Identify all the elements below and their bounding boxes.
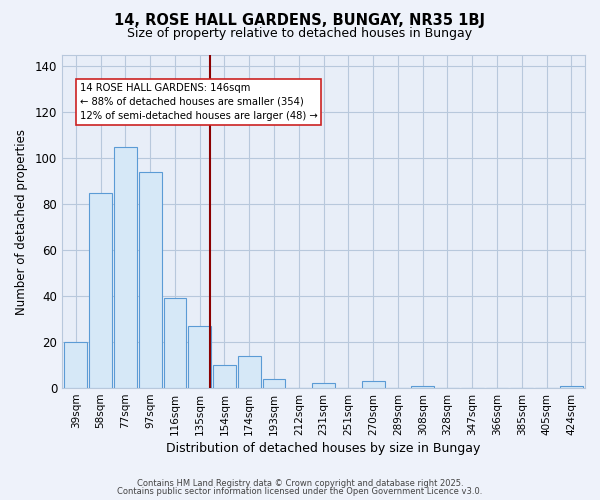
X-axis label: Distribution of detached houses by size in Bungay: Distribution of detached houses by size …	[166, 442, 481, 455]
Bar	[560, 386, 583, 388]
Text: 14, ROSE HALL GARDENS, BUNGAY, NR35 1BJ: 14, ROSE HALL GARDENS, BUNGAY, NR35 1BJ	[115, 12, 485, 28]
Bar	[89, 193, 112, 388]
Bar	[213, 365, 236, 388]
Bar	[139, 172, 161, 388]
Text: 14 ROSE HALL GARDENS: 146sqm
← 88% of detached houses are smaller (354)
12% of s: 14 ROSE HALL GARDENS: 146sqm ← 88% of de…	[80, 82, 317, 120]
Bar	[164, 298, 187, 388]
Bar	[412, 386, 434, 388]
Bar	[188, 326, 211, 388]
Bar	[362, 381, 385, 388]
Bar	[64, 342, 87, 388]
Text: Size of property relative to detached houses in Bungay: Size of property relative to detached ho…	[127, 28, 473, 40]
Bar	[263, 379, 286, 388]
Text: Contains HM Land Registry data © Crown copyright and database right 2025.: Contains HM Land Registry data © Crown c…	[137, 478, 463, 488]
Bar	[238, 356, 260, 388]
Bar	[114, 147, 137, 388]
Y-axis label: Number of detached properties: Number of detached properties	[15, 128, 28, 314]
Bar	[312, 384, 335, 388]
Text: Contains public sector information licensed under the Open Government Licence v3: Contains public sector information licen…	[118, 487, 482, 496]
